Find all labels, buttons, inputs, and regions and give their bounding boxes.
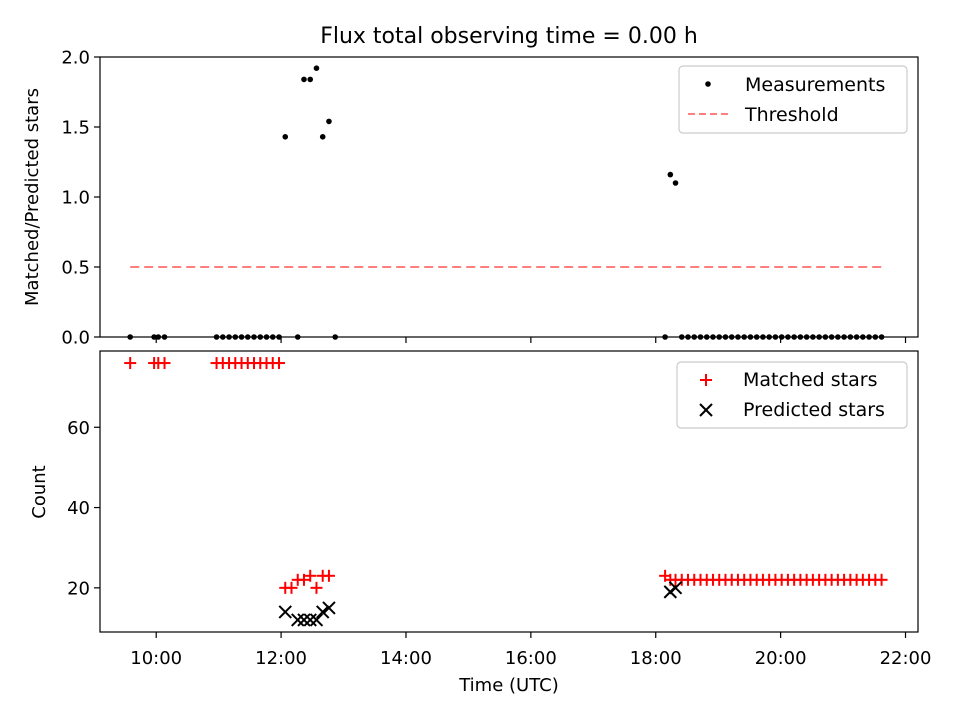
legend-marker-measurements (705, 81, 711, 87)
measurement-point (672, 180, 679, 186)
matched-star-point (875, 573, 888, 586)
measurement-point (301, 76, 307, 83)
predicted-star-point (322, 601, 336, 615)
predicted-star-point (297, 613, 311, 627)
top-legend-frame (678, 65, 908, 134)
measurement-point (319, 134, 326, 140)
bottom-x-tick-label: 10:00 (130, 648, 182, 669)
top-y-tick-label: 1.5 (61, 118, 90, 139)
legend-marker-matched (700, 374, 712, 386)
measurement-point (307, 76, 314, 83)
matched-star-point (304, 569, 317, 582)
legend-marker-predicted (699, 403, 713, 417)
legend-label-matched: Matched stars (743, 369, 877, 391)
top-y-tick-label: 2.0 (61, 48, 90, 69)
bottom-data-marks (124, 357, 888, 627)
measurement-point (326, 118, 332, 125)
matched-star-point (273, 357, 286, 370)
top-x-ticks (155, 337, 907, 343)
bottom-y-ticks: 20 40 60 (67, 418, 100, 599)
bottom-y-tick-label: 20 (67, 578, 90, 599)
matched-star-point (322, 569, 335, 582)
top-y-tick-label: 0.5 (61, 258, 90, 279)
top-y-tick-label: 1.0 (61, 188, 90, 209)
legend-label-measurements: Measurements (745, 74, 885, 96)
predicted-star-point (309, 613, 324, 627)
matched-star-point (124, 357, 137, 370)
predicted-star-point (291, 613, 305, 627)
top-legend: Measurements Threshold (678, 65, 908, 134)
top-panel: Flux total observing time = 0.00 h Match… (22, 24, 919, 349)
chart-title: Flux total observing time = 0.00 h (320, 24, 698, 49)
matched-star-point (285, 581, 298, 594)
bottom-legend: Matched stars Predicted stars (676, 361, 908, 429)
top-y-axis-label: Matched/Predicted stars (22, 88, 43, 306)
predicted-star-point (668, 581, 683, 595)
legend-label-predicted: Predicted stars (743, 399, 885, 421)
predicted-star-point (278, 605, 292, 619)
bottom-x-axis-label: Time (UTC) (458, 675, 559, 696)
top-y-ticks: 0.0 0.5 1.0 1.5 2.0 (61, 48, 100, 349)
bottom-legend-frame (676, 361, 908, 429)
measurement-point (667, 171, 674, 178)
bottom-y-tick-label: 60 (67, 418, 90, 439)
predicted-star-point (316, 605, 330, 619)
bottom-x-ticks: 10:00 12:00 14:00 16:00 18:00 20:00 22:00 (130, 632, 931, 669)
top-y-tick-label: 0.0 (61, 328, 90, 349)
bottom-y-tick-label: 40 (67, 498, 90, 519)
bottom-x-tick-label: 18:00 (630, 648, 682, 669)
legend-label-threshold: Threshold (744, 104, 839, 126)
predicted-star-point (303, 613, 317, 627)
top-plot-frame (99, 56, 919, 338)
measurement-point (282, 134, 289, 140)
bottom-x-tick-label: 20:00 (755, 648, 807, 669)
matched-star-point (297, 573, 310, 586)
matched-star-point (158, 357, 171, 370)
bottom-x-tick-label: 22:00 (880, 648, 932, 669)
bottom-x-tick-label: 14:00 (380, 648, 432, 669)
bottom-x-tick-label: 16:00 (505, 648, 557, 669)
matched-star-point (310, 581, 323, 594)
measurement-point (313, 65, 320, 71)
bottom-plot-frame (99, 350, 919, 633)
bottom-x-tick-label: 12:00 (255, 648, 307, 669)
bottom-y-axis-label: Count (29, 465, 50, 518)
